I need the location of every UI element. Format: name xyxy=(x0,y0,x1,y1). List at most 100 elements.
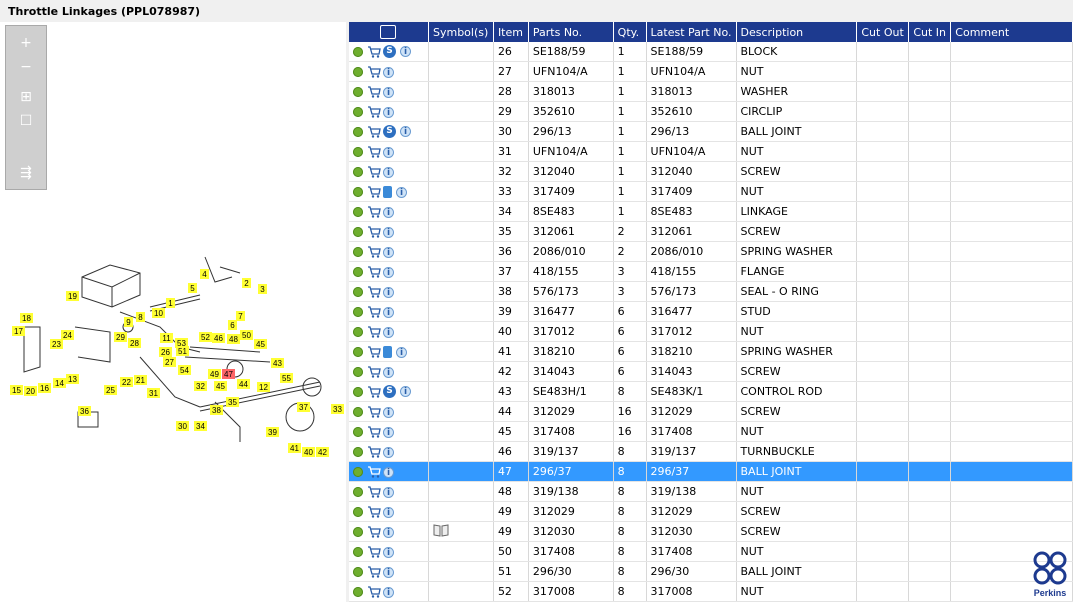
table-row[interactable]: i 47 296/37 8 296/37 BALL JOINT xyxy=(349,461,1073,482)
callout-34[interactable]: 34 xyxy=(194,421,207,431)
cart-icon[interactable] xyxy=(367,106,381,118)
info-icon[interactable]: i xyxy=(383,506,394,518)
gear-icon[interactable] xyxy=(353,307,363,317)
gear-icon[interactable] xyxy=(353,547,363,557)
gear-icon[interactable] xyxy=(353,386,363,397)
gear-icon[interactable] xyxy=(353,327,363,337)
cart-icon[interactable] xyxy=(367,146,381,158)
info-icon[interactable]: i xyxy=(400,386,411,398)
callout-18[interactable]: 18 xyxy=(20,313,33,323)
callout-11[interactable]: 11 xyxy=(160,333,173,343)
callout-50[interactable]: 50 xyxy=(240,330,253,340)
callout-31[interactable]: 31 xyxy=(147,388,160,398)
gear-icon[interactable] xyxy=(353,227,363,237)
info-icon[interactable]: i xyxy=(396,186,407,198)
info-icon[interactable]: i xyxy=(383,206,394,218)
callout-12[interactable]: 12 xyxy=(257,382,270,392)
callout-9[interactable]: 9 xyxy=(124,317,133,327)
gear-icon[interactable] xyxy=(353,67,363,77)
gear-icon[interactable] xyxy=(353,367,363,377)
table-row[interactable]: i 31 UFN104/A 1 UFN104/A NUT xyxy=(349,141,1073,162)
info-icon[interactable]: i xyxy=(383,426,394,438)
export-button[interactable]: ⇶ xyxy=(20,165,32,181)
gear-icon[interactable] xyxy=(353,167,363,177)
cart-icon[interactable] xyxy=(367,126,381,138)
table-row[interactable]: i 49 312030 8 312030 SCREW xyxy=(349,521,1073,542)
table-row[interactable]: i 49 312029 8 312029 SCREW xyxy=(349,501,1073,522)
callout-46[interactable]: 46 xyxy=(212,333,225,343)
callout-35[interactable]: 35 xyxy=(226,397,239,407)
column-description[interactable]: Description xyxy=(736,22,858,42)
callout-7[interactable]: 7 xyxy=(236,311,245,321)
table-row[interactable]: i 37 418/155 3 418/155 FLANGE xyxy=(349,261,1073,282)
cart-icon[interactable] xyxy=(367,306,381,318)
gear-icon[interactable] xyxy=(353,126,363,137)
callout-2[interactable]: 2 xyxy=(242,278,251,288)
table-row[interactable]: i 39 316477 6 316477 STUD xyxy=(349,301,1073,322)
callout-27[interactable]: 27 xyxy=(163,357,176,367)
info-icon[interactable]: i xyxy=(383,66,394,78)
callout-42[interactable]: 42 xyxy=(316,447,329,457)
info-icon[interactable]: i xyxy=(383,226,394,238)
table-row[interactable]: i 38 576/173 3 576/173 SEAL - O RING xyxy=(349,281,1073,302)
cart-icon[interactable] xyxy=(367,226,381,238)
info-icon[interactable]: i xyxy=(383,486,394,498)
info-icon[interactable]: i xyxy=(383,286,394,298)
callout-41[interactable]: 41 xyxy=(288,443,301,453)
callout-17[interactable]: 17 xyxy=(12,326,25,336)
gear-icon[interactable] xyxy=(353,347,363,357)
callout-13[interactable]: 13 xyxy=(66,374,79,384)
gear-icon[interactable] xyxy=(353,447,363,457)
info-icon[interactable]: i xyxy=(383,246,394,258)
callout-39[interactable]: 39 xyxy=(266,427,279,437)
callout-44[interactable]: 44 xyxy=(237,379,250,389)
cart-icon[interactable] xyxy=(367,206,381,218)
gear-icon[interactable] xyxy=(353,507,363,517)
gear-icon[interactable] xyxy=(353,187,363,197)
cart-icon[interactable] xyxy=(367,166,381,178)
gear-icon[interactable] xyxy=(353,87,363,97)
callout-20[interactable]: 20 xyxy=(24,386,37,396)
cart-icon[interactable] xyxy=(367,346,381,358)
cart-icon[interactable] xyxy=(367,46,381,58)
panel-splitter[interactable] xyxy=(346,22,349,602)
callout-28[interactable]: 28 xyxy=(128,338,141,348)
info-icon[interactable]: i xyxy=(383,86,394,98)
gear-icon[interactable] xyxy=(353,207,363,217)
cart-icon[interactable] xyxy=(367,186,381,198)
callout-54[interactable]: 54 xyxy=(178,365,191,375)
table-row[interactable]: i 40 317012 6 317012 NUT xyxy=(349,321,1073,342)
cart-icon[interactable] xyxy=(367,506,381,518)
table-row[interactable]: i 41 318210 6 318210 SPRING WASHER xyxy=(349,341,1073,362)
gear-icon[interactable] xyxy=(353,467,363,477)
column-cut-out[interactable]: Cut Out xyxy=(856,22,910,42)
reference-icon[interactable] xyxy=(433,524,449,540)
callout-23[interactable]: 23 xyxy=(50,339,63,349)
table-row[interactable]: i 48 319/138 8 319/138 NUT xyxy=(349,481,1073,502)
callout-55[interactable]: 55 xyxy=(280,373,293,383)
callout-3[interactable]: 3 xyxy=(258,284,267,294)
callout-16[interactable]: 16 xyxy=(38,383,51,393)
gear-icon[interactable] xyxy=(353,527,363,537)
gear-icon[interactable] xyxy=(353,567,363,577)
table-row[interactable]: i 44 312029 16 312029 SCREW xyxy=(349,401,1073,422)
table-row[interactable]: i 52 317008 8 317008 NUT xyxy=(349,581,1073,602)
callout-36[interactable]: 36 xyxy=(78,406,91,416)
callout-51[interactable]: 51 xyxy=(176,346,189,356)
callout-29[interactable]: 29 xyxy=(114,332,127,342)
callout-49[interactable]: 49 xyxy=(208,369,221,379)
callout-52[interactable]: 52 xyxy=(199,332,212,342)
cart-icon[interactable] xyxy=(367,86,381,98)
table-row[interactable]: i 45 317408 16 317408 NUT xyxy=(349,421,1073,442)
info-icon[interactable]: i xyxy=(400,126,411,138)
callout-32[interactable]: 32 xyxy=(194,381,207,391)
callout-14[interactable]: 14 xyxy=(53,378,66,388)
callout-43[interactable]: 43 xyxy=(271,358,284,368)
gear-icon[interactable] xyxy=(353,427,363,437)
info-icon[interactable]: i xyxy=(383,586,394,598)
callout-15[interactable]: 15 xyxy=(10,385,23,395)
actual-size-button[interactable]: ☐ xyxy=(19,113,33,129)
info-icon[interactable]: i xyxy=(383,166,394,178)
callout-33[interactable]: 33 xyxy=(331,404,344,414)
